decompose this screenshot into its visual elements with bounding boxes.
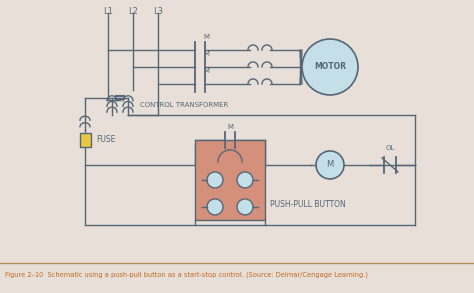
- Text: M: M: [327, 161, 334, 169]
- Text: L1: L1: [103, 7, 113, 16]
- Text: CONTROL TRANSFORMER: CONTROL TRANSFORMER: [140, 102, 228, 108]
- Circle shape: [207, 199, 223, 215]
- Circle shape: [207, 172, 223, 188]
- Text: MOTOR: MOTOR: [314, 62, 346, 71]
- Circle shape: [316, 151, 344, 179]
- Text: M: M: [203, 68, 209, 74]
- Text: L2: L2: [128, 7, 138, 16]
- Bar: [80, 133, 91, 147]
- Bar: [195, 140, 265, 220]
- Text: M: M: [203, 51, 209, 57]
- Text: L3: L3: [153, 7, 163, 16]
- Circle shape: [302, 39, 358, 95]
- Text: M: M: [227, 124, 233, 130]
- Circle shape: [237, 199, 253, 215]
- Circle shape: [237, 172, 253, 188]
- Text: Figure 2–10  Schematic using a push-pull button as a start-stop control. (Source: Figure 2–10 Schematic using a push-pull …: [5, 272, 368, 278]
- Text: OL: OL: [385, 145, 395, 151]
- Text: PUSH-PULL BUTTON: PUSH-PULL BUTTON: [270, 200, 346, 209]
- Text: M: M: [203, 34, 209, 40]
- Text: FUSE: FUSE: [96, 135, 115, 144]
